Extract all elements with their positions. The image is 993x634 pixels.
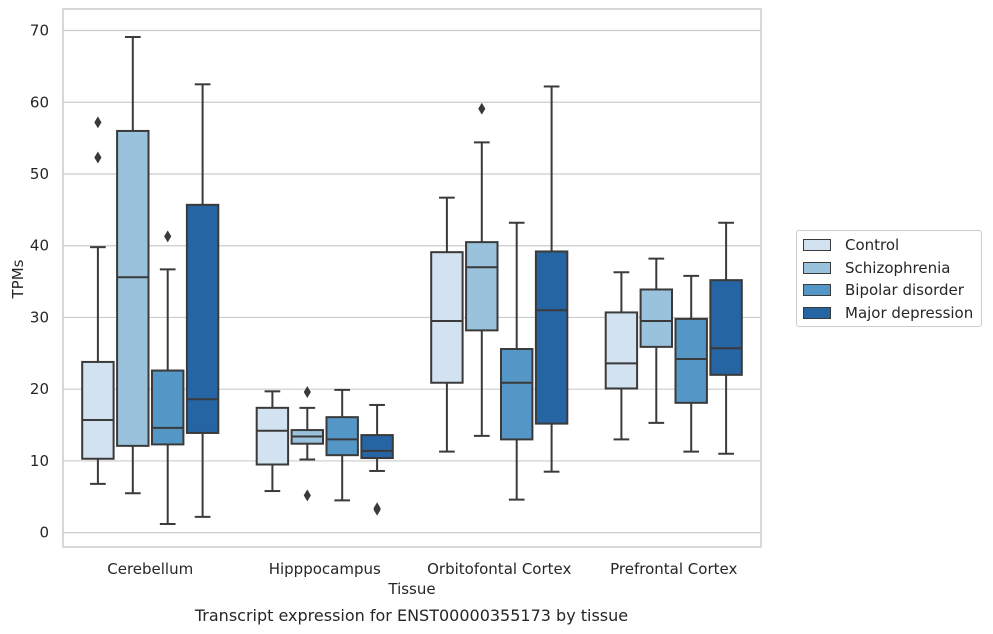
box-iqr xyxy=(255,406,290,466)
box-major-depression-orbitofontal-cortex xyxy=(534,85,569,473)
legend-item: Control xyxy=(803,235,899,255)
box-control-prefrontal-cortex xyxy=(604,271,639,441)
box-iqr xyxy=(674,317,708,404)
chart-caption: Transcript expression for ENST0000035517… xyxy=(194,606,629,625)
box-iqr xyxy=(360,434,394,460)
y-tick-label: 50 xyxy=(30,165,49,183)
y-tick-label: 70 xyxy=(30,22,49,40)
box-bipolar-disorder-orbitofontal-cortex xyxy=(499,221,534,501)
box-schizophrenia-hipppocampus xyxy=(290,386,325,502)
box-schizophrenia-prefrontal-cortex xyxy=(639,257,674,424)
outlier-point xyxy=(303,386,311,399)
box-major-depression-cerebellum xyxy=(185,83,220,518)
box-control-orbitofontal-cortex xyxy=(430,196,464,453)
y-tick-label: 0 xyxy=(39,524,49,542)
y-tick-label: 10 xyxy=(30,452,49,470)
box-control-hipppocampus xyxy=(255,390,290,493)
x-axis-title: Tissue xyxy=(388,580,436,598)
legend-swatch xyxy=(803,261,831,274)
box-iqr xyxy=(325,416,359,457)
x-tick-label: Hipppocampus xyxy=(269,560,381,578)
legend-swatch xyxy=(803,284,831,296)
box-iqr xyxy=(709,279,743,376)
x-tick-label: Cerebellum xyxy=(107,560,193,578)
y-tick-label: 60 xyxy=(30,93,49,111)
box-iqr xyxy=(639,288,674,348)
box-major-depression-hipppocampus xyxy=(360,403,394,516)
legend-item: Major depression xyxy=(803,303,973,323)
box-iqr xyxy=(604,311,639,390)
box-bipolar-disorder-prefrontal-cortex xyxy=(674,274,708,453)
box-iqr xyxy=(534,250,569,425)
x-tick-label: Orbitofontal Cortex xyxy=(427,560,571,578)
outlier-point xyxy=(164,230,172,243)
legend-swatch xyxy=(803,306,831,319)
y-tick-label: 30 xyxy=(30,308,49,326)
legend-swatch xyxy=(803,239,831,251)
legend-label: Control xyxy=(845,236,900,254)
box-iqr xyxy=(499,348,534,441)
outlier-point xyxy=(94,116,102,129)
box-bipolar-disorder-cerebellum xyxy=(150,230,185,526)
box-bipolar-disorder-hipppocampus xyxy=(325,388,359,502)
legend-label: Schizophrenia xyxy=(845,258,951,277)
legend: Control Schizophrenia Bipolar disorder Majo… xyxy=(796,230,982,327)
outlier-point xyxy=(478,102,486,115)
y-axis-title: TPMs xyxy=(9,259,27,299)
box-iqr xyxy=(430,251,464,384)
box-major-depression-prefrontal-cortex xyxy=(709,221,743,455)
box-iqr xyxy=(81,360,115,460)
y-tick-label: 20 xyxy=(30,380,49,398)
box-iqr xyxy=(185,203,220,434)
outlier-point xyxy=(373,503,381,516)
outlier-point xyxy=(94,151,102,164)
box-iqr xyxy=(465,241,499,332)
boxes xyxy=(81,35,743,526)
x-tick-label: Prefrontal Cortex xyxy=(610,560,737,578)
x-tick-labels: Cerebellum Hipppocampus Orbitofontal Corte… xyxy=(107,560,737,578)
box-iqr xyxy=(116,129,150,447)
box-schizophrenia-orbitofontal-cortex xyxy=(465,102,499,437)
box-schizophrenia-cerebellum xyxy=(116,35,150,495)
outlier-point xyxy=(303,489,311,502)
plot-frame xyxy=(62,8,762,548)
box-control-cerebellum xyxy=(81,116,115,485)
legend-label: Bipolar disorder xyxy=(845,281,964,299)
legend-item: Bipolar disorder xyxy=(803,280,964,300)
y-tick-label: 40 xyxy=(30,237,49,255)
box-iqr xyxy=(150,369,185,446)
legend-label: Major depression xyxy=(845,303,974,322)
y-tick-labels: 0 10 20 30 40 50 60 70 xyxy=(30,22,49,542)
legend-item: Schizophrenia xyxy=(803,258,950,278)
